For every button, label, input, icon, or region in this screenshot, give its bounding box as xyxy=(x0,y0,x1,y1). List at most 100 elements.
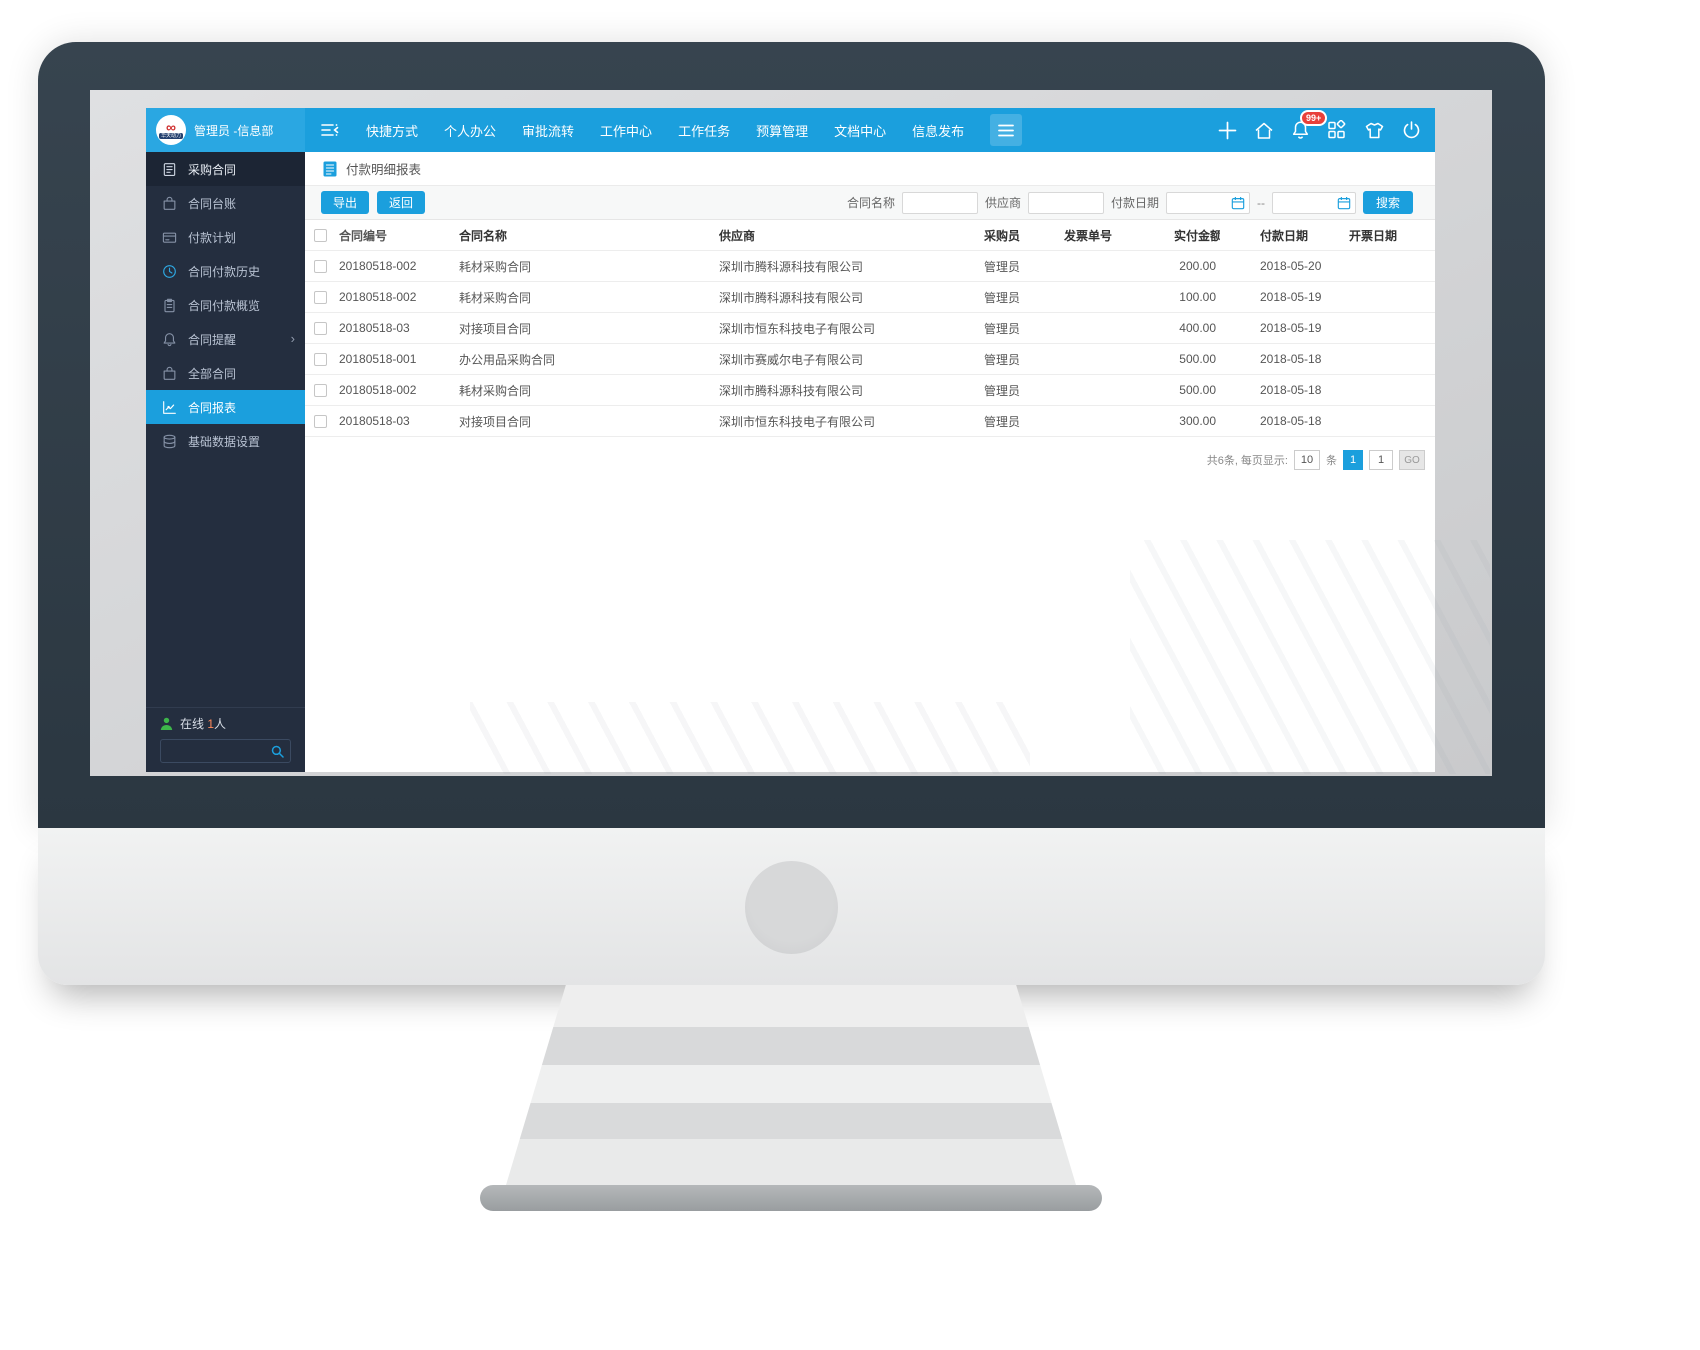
topbar: ∞ 华天动力 管理员 -信息部 快捷方式 个人办公 审批流转 工作中心 工作任务 预算管理… xyxy=(146,108,1435,152)
nav-item-budget-management[interactable]: 预算管理 xyxy=(756,123,809,139)
nav-item-approval-flow[interactable]: 审批流转 xyxy=(522,123,575,139)
cell-contract_code: 20180518-001 xyxy=(339,352,417,366)
page-size-select[interactable]: 10 xyxy=(1294,450,1320,470)
main-content: 付款明细报表 导出 返回 合同名称 供应商 付款日期 -- xyxy=(305,152,1435,772)
nav-item-shortcuts[interactable]: 快捷方式 xyxy=(366,123,419,139)
bag-icon xyxy=(163,196,176,210)
sidebar-item-contract-report[interactable]: 合同报表 xyxy=(146,390,305,424)
cell-supplier: 深圳市恒东科技电子有限公司 xyxy=(719,321,876,336)
nav-item-info-publish[interactable]: 信息发布 xyxy=(912,123,965,139)
cell-supplier: 深圳市腾科源科技有限公司 xyxy=(719,259,864,274)
table-row[interactable]: 20180518-002 耗材采购合同 深圳市腾科源科技有限公司 管理员 100.00 2… xyxy=(305,282,1435,313)
pay-date-start xyxy=(1165,191,1250,214)
go-button[interactable]: GO xyxy=(1399,450,1425,470)
pagination-summary: 共6条, 每页显示: xyxy=(1206,455,1288,467)
sidebar-item-payment-history[interactable]: 合同付款历史 xyxy=(146,254,305,288)
contract-doc-icon xyxy=(163,162,176,176)
col-header-pay_date: 付款日期 xyxy=(1260,228,1309,243)
cell-pay_date: 2018-05-20 xyxy=(1260,259,1322,273)
plus-icon[interactable] xyxy=(1218,121,1237,140)
row-checkbox-cell xyxy=(305,414,335,428)
pay-date-end-input[interactable] xyxy=(1271,191,1356,214)
nav-item-work-center[interactable]: 工作中心 xyxy=(600,123,653,139)
sidebar-item-all-contracts[interactable]: 全部合同 xyxy=(146,356,305,390)
home-icon[interactable] xyxy=(1254,121,1274,140)
sidebar-item-label: 合同付款历史 xyxy=(188,264,261,279)
cell-contract_code: 20180518-002 xyxy=(339,383,417,397)
pay-date-end xyxy=(1271,191,1356,214)
contract-name-label: 合同名称 xyxy=(846,196,895,210)
cell-buyer: 管理员 xyxy=(984,352,1021,367)
sidebar-item-label: 合同报表 xyxy=(188,400,237,415)
cell-contract_code: 20180518-002 xyxy=(339,290,417,304)
sidebar-menu: 采购合同 合同台账 付款计划合同付款历史合同付款概览 合同提醒 › 全部合同合同报表基础数… xyxy=(146,152,305,458)
table-header-row: 合同编号 合同名称 供应商 采购员 发票单号 实付金额 付款日期 开票日期 xyxy=(305,220,1435,251)
contract-name-input[interactable] xyxy=(901,191,978,214)
calendar-icon[interactable] xyxy=(1337,196,1351,210)
current-user-label: 管理员 -信息部 xyxy=(194,123,274,138)
nav-item-document-center[interactable]: 文档中心 xyxy=(834,123,887,139)
table-row[interactable]: 20180518-001 办公用品采购合同 深圳市赛威尔电子有限公司 管理员 500.0… xyxy=(305,344,1435,375)
col-header-supplier: 供应商 xyxy=(719,228,756,243)
back-button[interactable]: 返回 xyxy=(377,191,426,214)
pay-date-start-input[interactable] xyxy=(1165,191,1250,214)
row-checkbox[interactable] xyxy=(313,383,327,397)
table-row[interactable]: 20180518-03 对接项目合同 深圳市恒东科技电子有限公司 管理员 300.00 2… xyxy=(305,406,1435,437)
cell-supplier: 深圳市腾科源科技有限公司 xyxy=(719,290,864,305)
power-icon[interactable] xyxy=(1402,120,1421,140)
theme-shirt-icon[interactable] xyxy=(1364,121,1385,140)
row-checkbox[interactable] xyxy=(313,290,327,304)
nav-more-button[interactable] xyxy=(990,114,1023,146)
calendar-icon[interactable] xyxy=(1231,196,1245,210)
row-checkbox[interactable] xyxy=(313,352,327,366)
apps-grid-icon[interactable] xyxy=(1327,120,1347,140)
monitor-logo-circle xyxy=(745,861,838,954)
cell-pay_date: 2018-05-18 xyxy=(1260,352,1322,366)
supplier-input[interactable] xyxy=(1027,191,1104,214)
clock-icon xyxy=(163,264,176,278)
bell-icon[interactable]: 99+ xyxy=(1291,110,1328,140)
online-label: 在线 xyxy=(180,717,208,731)
table-row[interactable]: 20180518-002 耗材采购合同 深圳市腾科源科技有限公司 管理员 500.00 2… xyxy=(305,375,1435,406)
sidebar-item-purchase-contract[interactable]: 采购合同 xyxy=(146,152,305,186)
row-checkbox-cell xyxy=(305,321,335,335)
cell-supplier: 深圳市腾科源科技有限公司 xyxy=(719,383,864,398)
infinity-logo-icon: ∞ xyxy=(166,118,176,135)
cell-contract_code: 20180518-002 xyxy=(339,259,417,273)
export-button[interactable]: 导出 xyxy=(321,191,370,214)
nav-item-personal-office[interactable]: 个人办公 xyxy=(444,123,497,139)
row-checkbox-cell xyxy=(305,383,335,397)
cell-paid_amount: 300.00 xyxy=(1179,414,1216,428)
page-size-unit: 条 xyxy=(1326,455,1337,467)
brand-logo-text: 华天动力 xyxy=(158,132,183,139)
cell-contract_name: 对接项目合同 xyxy=(459,414,532,429)
sidebar-item-base-data-settings[interactable]: 基础数据设置 xyxy=(146,424,305,458)
table-row[interactable]: 20180518-03 对接项目合同 深圳市恒东科技电子有限公司 管理员 400.00 2… xyxy=(305,313,1435,344)
app-window: ∞ 华天动力 管理员 -信息部 快捷方式 个人办公 审批流转 工作中心 工作任务 预算管理… xyxy=(146,108,1435,772)
sidebar-item-contract-ledger[interactable]: 合同台账 xyxy=(146,186,305,220)
search-icon[interactable] xyxy=(271,745,284,758)
topbar-nav: 快捷方式 个人办公 审批流转 工作中心 工作任务 预算管理 文档中心 信息发布 xyxy=(305,108,1023,152)
payment-table: 合同编号 合同名称 供应商 采购员 发票单号 实付金额 付款日期 开票日期 20180518-0… xyxy=(305,220,1435,437)
sidebar-search-input[interactable] xyxy=(161,740,290,762)
select-all-checkbox[interactable] xyxy=(313,228,327,242)
row-checkbox[interactable] xyxy=(313,321,327,335)
clipboard-icon xyxy=(164,298,175,312)
sidebar-item-contract-reminder[interactable]: 合同提醒 › xyxy=(146,322,305,356)
menu-collapse-icon[interactable] xyxy=(320,122,340,138)
page-number-input[interactable] xyxy=(1369,450,1393,470)
current-page-button[interactable]: 1 xyxy=(1343,450,1363,470)
col-header-invoice_no: 发票单号 xyxy=(1064,228,1113,243)
cell-contract_name: 对接项目合同 xyxy=(459,321,532,336)
sidebar-item-payment-overview[interactable]: 合同付款概览 xyxy=(146,288,305,322)
topbar-user-area[interactable]: ∞ 华天动力 管理员 -信息部 xyxy=(146,108,305,152)
cell-paid_amount: 500.00 xyxy=(1179,383,1216,397)
col-header-contract_name: 合同名称 xyxy=(459,228,508,243)
sidebar-item-payment-plan[interactable]: 付款计划 xyxy=(146,220,305,254)
online-count: 1 xyxy=(207,717,215,731)
row-checkbox[interactable] xyxy=(313,259,327,273)
table-row[interactable]: 20180518-002 耗材采购合同 深圳市腾科源科技有限公司 管理员 200.00 2… xyxy=(305,251,1435,282)
search-button[interactable]: 搜索 xyxy=(1362,191,1413,214)
nav-item-work-tasks[interactable]: 工作任务 xyxy=(678,123,731,139)
row-checkbox[interactable] xyxy=(313,414,327,428)
